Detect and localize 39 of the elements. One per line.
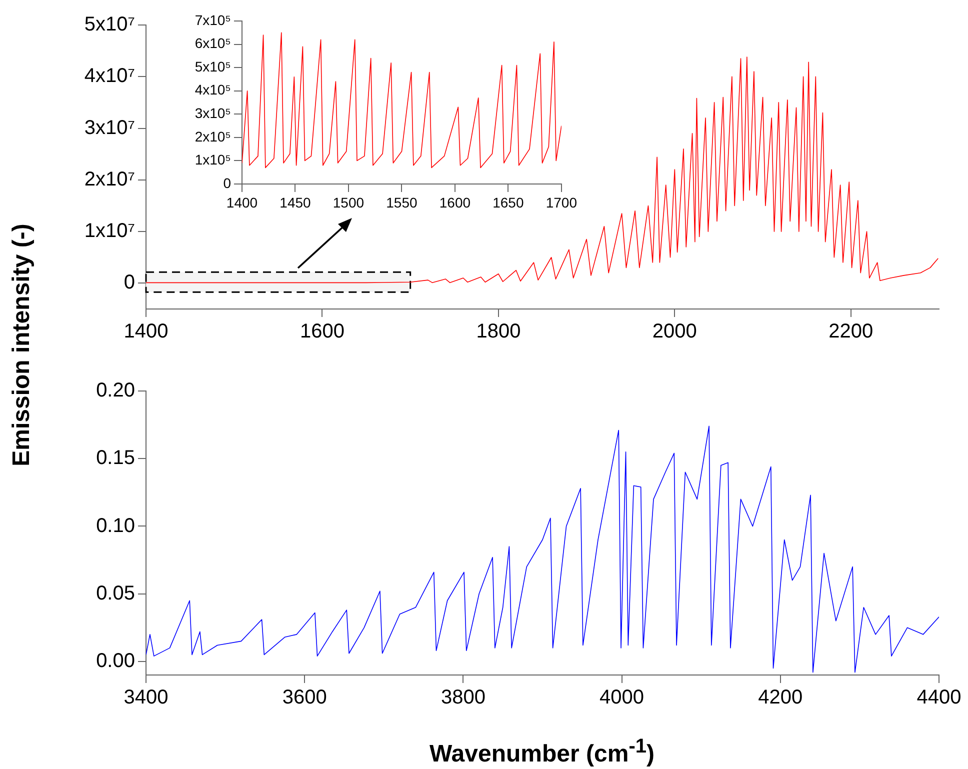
y-tick-label: 5x10⁷: [84, 14, 135, 36]
x-tick-label: 3400: [124, 686, 168, 709]
y-tick-label: 0.20: [96, 380, 135, 402]
y-tick-label: 6x10⁵: [194, 35, 231, 52]
y-tick-label: 0.05: [96, 582, 135, 604]
y-tick-label: 3x10⁷: [84, 116, 135, 139]
x-tick-label: 1550: [386, 194, 418, 210]
y-tick-label: 5x10⁵: [194, 58, 231, 74]
x-tick-label: 1400: [124, 320, 168, 343]
y-tick-label: 4x10⁵: [194, 82, 231, 98]
x-tick-label: 4400: [916, 686, 962, 709]
y-tick-label: 2x10⁵: [194, 128, 231, 144]
x-tick-label: 3600: [282, 686, 327, 709]
y-tick-label: 0.10: [96, 514, 135, 537]
x-tick-label: 1650: [492, 194, 524, 210]
x-tick-label: 3800: [440, 686, 486, 709]
x-tick-label: 1400: [226, 194, 258, 210]
y-tick-label: 4x10⁷: [84, 65, 135, 88]
x-tick-label: 4000: [600, 686, 644, 709]
y-tick-label: 1x10⁷: [84, 220, 135, 242]
x-tick-label: 1600: [439, 194, 471, 210]
y-tick-label: 7x10⁵: [194, 12, 231, 28]
y-tick-label: 0.00: [96, 650, 135, 672]
x-tick-label: 2200: [828, 320, 874, 343]
x-tick-label: 1700: [546, 194, 578, 210]
x-tick-label: 1600: [300, 320, 344, 343]
y-tick-label: 0.15: [96, 447, 135, 470]
y-axis-title: Emission intensity (-): [8, 224, 36, 466]
x-tick-label: 1450: [280, 194, 312, 210]
x-tick-label: 1800: [476, 320, 521, 343]
y-tick-label: 0: [223, 174, 232, 191]
y-tick-label: 0: [124, 272, 135, 294]
y-tick-label: 1x10⁵: [194, 152, 231, 168]
x-tick-label: 1500: [332, 194, 364, 210]
x-axis-title: Wavenumber (cm$^{-1}$): [430, 736, 654, 768]
y-tick-label: 2x10⁷: [84, 168, 135, 190]
y-tick-label: 3x10⁵: [194, 105, 231, 121]
x-tick-label: 4200: [758, 686, 803, 709]
x-tick-label: 2000: [652, 320, 697, 343]
